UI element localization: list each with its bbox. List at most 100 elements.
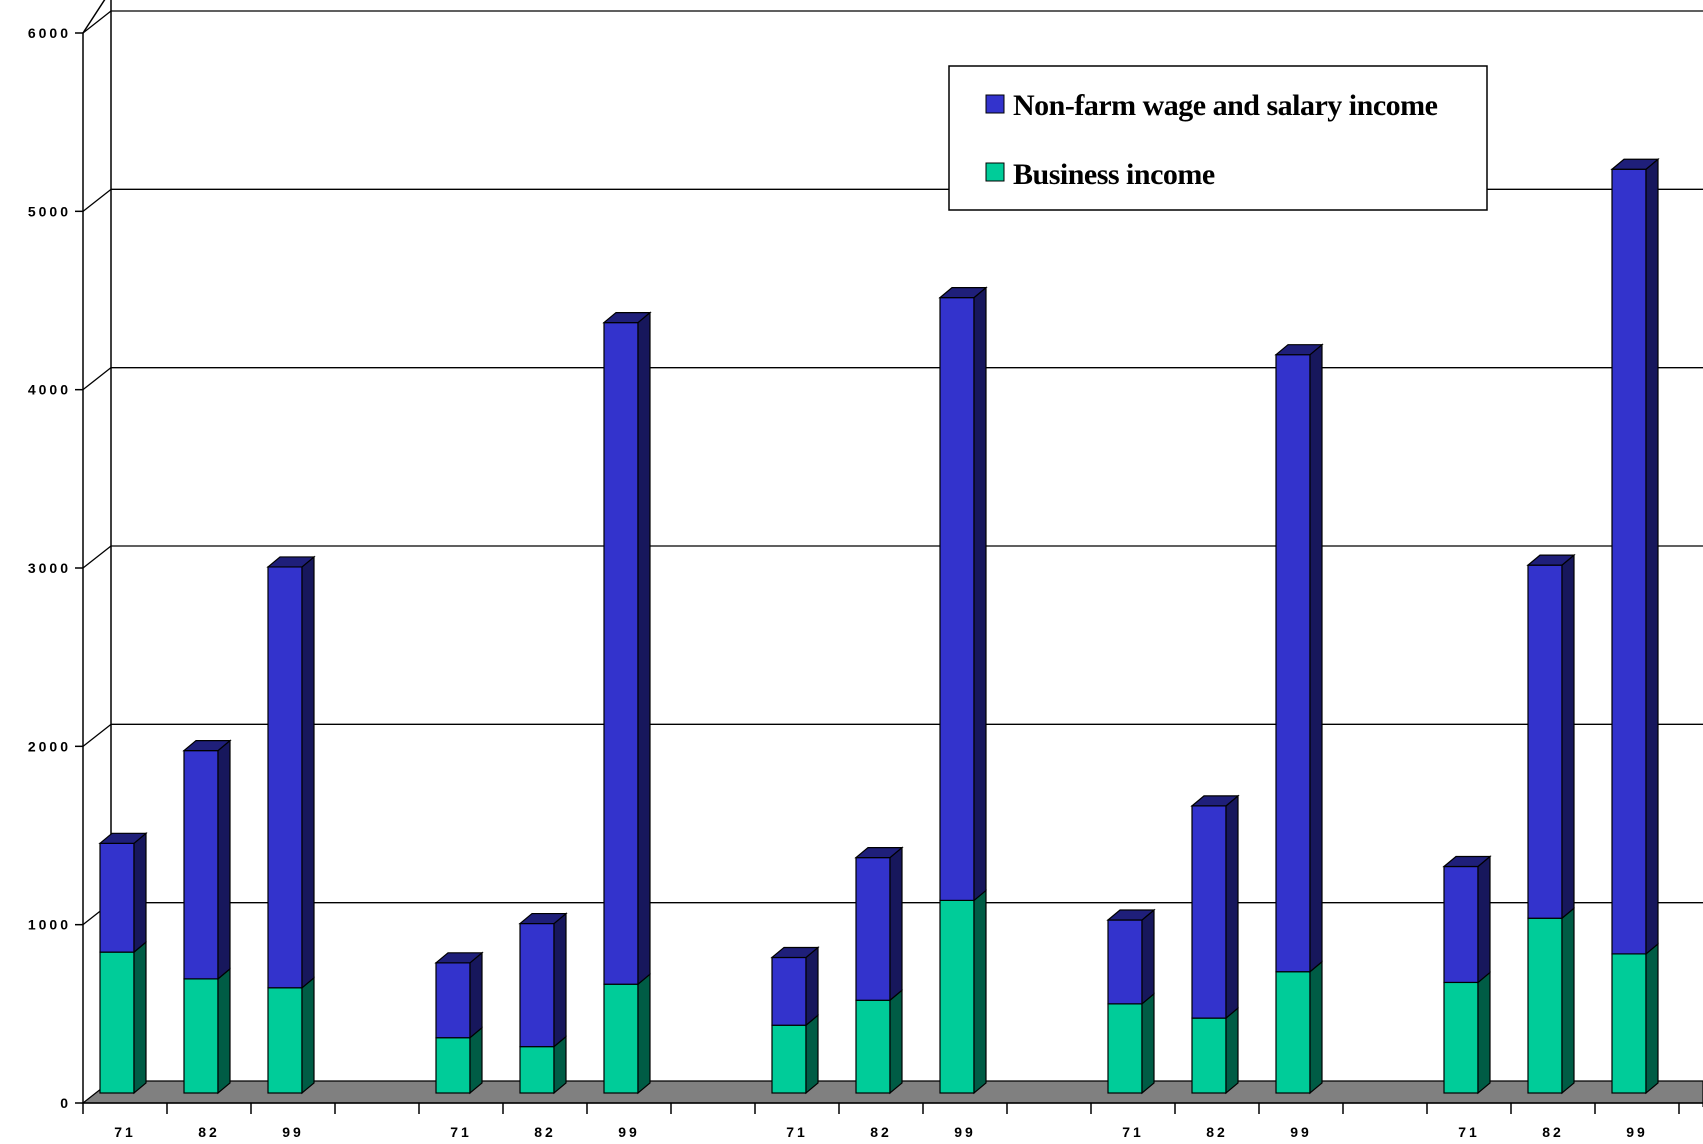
bar-wage-3 — [434, 951, 484, 1039]
bar-top — [1442, 855, 1492, 868]
bar-top — [1190, 795, 1240, 807]
bar-business-1 — [183, 967, 231, 1095]
y-tick-label: 0 — [60, 1095, 71, 1111]
bar-front — [1275, 971, 1311, 1094]
bar-side — [973, 286, 987, 902]
bar-top — [938, 287, 988, 299]
bar-front — [1191, 1017, 1227, 1094]
bar-top — [854, 846, 904, 859]
x-tick-label: 71 — [114, 1124, 136, 1140]
bar-top — [1610, 158, 1660, 170]
bar-wage-1 — [182, 739, 232, 981]
bar-wage-11 — [1274, 343, 1324, 974]
y-tick-label: 2000 — [28, 738, 71, 754]
gridlines — [82, 10, 1703, 926]
bar-side — [469, 1026, 483, 1095]
bar-side — [1141, 992, 1155, 1095]
gridline-side — [82, 723, 112, 747]
bar-side — [1309, 343, 1323, 974]
side-wall-top-edge — [82, 0, 106, 34]
bar-business-6 — [771, 1013, 819, 1095]
bar-front — [1443, 865, 1479, 984]
legend-label-wage: Non-farm wage and salary income — [1013, 89, 1438, 122]
bar-wage-7 — [854, 846, 904, 1002]
bar-side — [1645, 157, 1659, 956]
x-tick-label: 71 — [1122, 1124, 1144, 1140]
bar-wage-12 — [1442, 855, 1492, 984]
bar-wage-6 — [770, 946, 820, 1027]
bar-top — [770, 946, 820, 959]
bar-business-7 — [855, 988, 903, 1095]
x-tick-label: 99 — [618, 1124, 640, 1140]
bar-front — [1527, 917, 1563, 1094]
bar-business-10 — [1191, 1006, 1239, 1095]
bar-front — [771, 956, 807, 1026]
bar-front — [1107, 919, 1143, 1005]
bar-front — [603, 983, 639, 1094]
x-tick-label: 99 — [954, 1124, 976, 1140]
bar-front — [1527, 564, 1563, 919]
bar-side — [1561, 553, 1575, 920]
bar-front — [939, 899, 975, 1094]
bar-top — [1106, 909, 1156, 921]
bar-business-3 — [435, 1026, 483, 1095]
legend-box — [948, 65, 1488, 211]
x-tick-label: 99 — [1290, 1124, 1312, 1140]
bar-front — [183, 749, 219, 980]
y-tick-label: 5000 — [28, 203, 71, 219]
bar-front — [1611, 953, 1647, 1094]
bar-top — [266, 556, 316, 568]
bar-top — [1274, 344, 1324, 356]
bar-side — [1645, 942, 1659, 1095]
bar-wage-4 — [518, 912, 568, 1048]
gridline-side — [82, 188, 112, 212]
bar-side — [637, 311, 651, 986]
bar-front — [519, 1046, 555, 1094]
bar-top — [434, 952, 484, 964]
x-tick-label: 82 — [534, 1124, 556, 1140]
bar-wage-8 — [938, 286, 988, 902]
bar-wage-0 — [98, 832, 148, 954]
bar-wage-5 — [602, 311, 652, 986]
bar-side — [889, 988, 903, 1095]
bar-side — [805, 1013, 819, 1095]
bar-business-2 — [267, 976, 315, 1095]
bar-side — [973, 889, 987, 1095]
bar-front — [855, 856, 891, 1001]
bar-side — [301, 555, 315, 990]
bar-wage-9 — [1106, 908, 1156, 1006]
legend-label-business: Business income — [1013, 158, 1215, 191]
bar-side — [217, 739, 231, 981]
bar-side — [889, 846, 903, 1002]
bar-side — [469, 951, 483, 1039]
y-tick-label: 1000 — [28, 917, 71, 933]
y-tick-label: 3000 — [28, 560, 71, 576]
bar-front — [1611, 168, 1647, 955]
bar-business-14 — [1611, 942, 1659, 1095]
bar-side — [1225, 794, 1239, 1020]
gridline-side — [82, 367, 112, 391]
bar-front — [771, 1024, 807, 1094]
bar-front — [267, 566, 303, 989]
bar-front — [1275, 354, 1311, 973]
bar-side — [1141, 908, 1155, 1006]
bar-business-8 — [939, 889, 987, 1095]
bar-side — [133, 940, 147, 1095]
legend: Non-farm wage and salary income Business… — [948, 65, 1488, 211]
bar-front — [519, 922, 555, 1048]
y-axis: 0 1000 2000 3000 4000 5000 6000 — [28, 25, 84, 1111]
bar-side — [1309, 960, 1323, 1095]
bar-side — [1225, 1006, 1239, 1095]
x-tick-label: 82 — [1206, 1124, 1228, 1140]
gridline-side — [82, 10, 112, 34]
bar-side — [805, 946, 819, 1027]
bar-front — [183, 978, 219, 1094]
bar-wage-13 — [1526, 553, 1576, 920]
bar-business-12 — [1443, 971, 1491, 1095]
bar-front — [435, 1037, 471, 1094]
bar-side — [301, 976, 315, 1095]
x-tick-label: 99 — [282, 1124, 304, 1140]
x-tick-label: 82 — [1542, 1124, 1564, 1140]
bar-business-11 — [1275, 960, 1323, 1095]
